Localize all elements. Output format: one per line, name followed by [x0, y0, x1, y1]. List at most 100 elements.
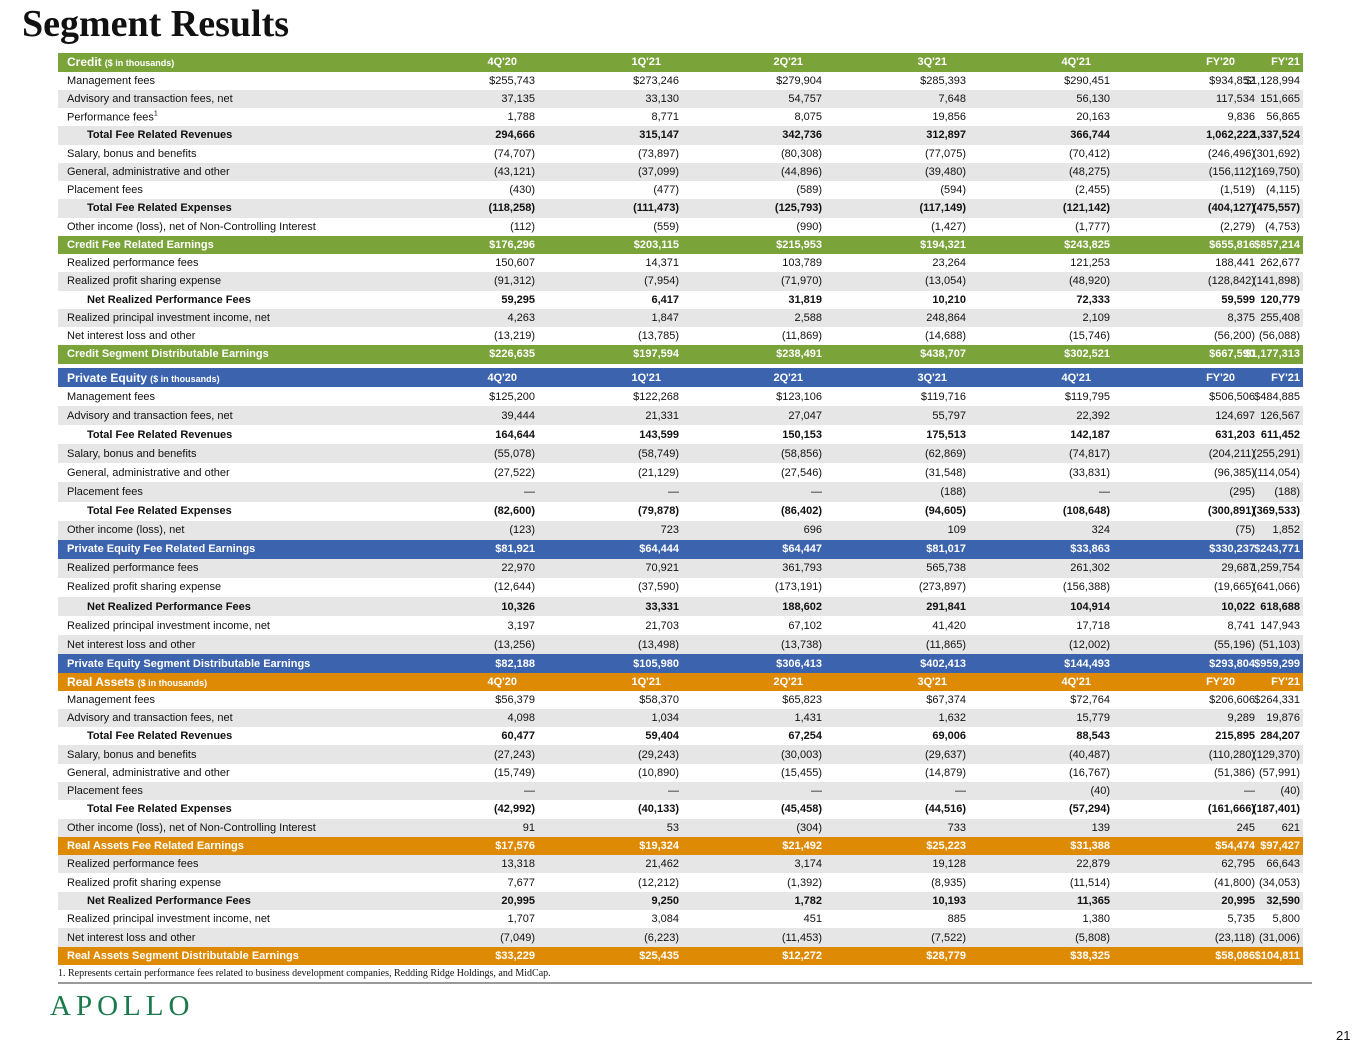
- cell-value: 21,331: [645, 409, 679, 422]
- cell-value: —: [524, 785, 535, 798]
- cell-value: 7,677: [507, 876, 535, 889]
- row-label: Salary, bonus and benefits: [67, 448, 196, 460]
- cell-value: (13,256): [494, 638, 535, 651]
- summary-row: Real Assets Segment Distributable Earnin…: [58, 946, 1303, 965]
- row-label: Net interest loss and other: [67, 932, 195, 944]
- cell-value: (29,243): [638, 748, 679, 761]
- table-row: Realized principal investment income, ne…: [58, 616, 1303, 635]
- cell-value: 56,130: [1076, 92, 1110, 105]
- row-label: Placement fees: [67, 486, 143, 498]
- column-header: FY'20: [1206, 675, 1235, 688]
- cell-value: 215,895: [1215, 730, 1255, 743]
- cell-value: (187,401): [1252, 803, 1300, 816]
- cell-value: 8,771: [651, 111, 679, 124]
- row-label-text: Other income (loss), net of Non-Controll…: [67, 821, 316, 834]
- cell-value: (477): [653, 184, 679, 197]
- table-row: Placement fees — — — — (40) — (40): [58, 781, 1303, 801]
- cell-value: (1,427): [931, 220, 966, 233]
- cell-value: 54,757: [788, 92, 822, 105]
- cell-value: 10,210: [932, 293, 966, 306]
- row-label: Management fees: [67, 75, 155, 87]
- row-label-text: Performance fees: [67, 111, 154, 124]
- summary-row: Private Equity Segment Distributable Ear…: [58, 654, 1303, 674]
- total-row: Net Realized Performance Fees 59,295 6,417…: [58, 291, 1303, 309]
- table-row: General, administrative and other (15,749…: [58, 764, 1303, 782]
- cell-value: 342,736: [782, 129, 822, 142]
- cell-value: (15,455): [781, 766, 822, 779]
- cell-value: (304): [796, 821, 822, 834]
- cell-value: 11,365: [1076, 894, 1110, 907]
- cell-value: (188): [940, 486, 966, 499]
- cell-value: $105,980: [633, 657, 679, 670]
- column-header: 4Q'20: [487, 371, 517, 384]
- table-row: Realized profit sharing expense 7,677 (12,…: [58, 873, 1303, 891]
- row-label: Realized principal investment income, ne…: [67, 913, 270, 925]
- cell-value: $17,576: [495, 840, 535, 853]
- cell-value: $215,953: [776, 238, 822, 251]
- cell-value: (45,458): [781, 803, 822, 816]
- table-row: Management fees $255,743 $273,246 $279,904 $…: [58, 72, 1303, 90]
- cell-value: $25,223: [926, 840, 966, 853]
- cell-value: 17,718: [1076, 619, 1110, 632]
- cell-value: 312,897: [926, 129, 966, 142]
- row-label: Other income (loss), net: [67, 524, 184, 536]
- cell-value: (114,054): [1253, 466, 1300, 479]
- column-header: 4Q'21: [1061, 56, 1091, 69]
- row-label-text: Realized principal investment income, ne…: [67, 619, 270, 632]
- row-label: Total Fee Related Revenues: [87, 129, 232, 141]
- cell-value: (80,308): [781, 147, 822, 160]
- cell-value: 104,914: [1070, 600, 1110, 613]
- row-label-text: Other income (loss), net of Non-Controll…: [67, 220, 316, 233]
- cell-value: 3,197: [507, 619, 535, 632]
- cell-value: (57,294): [1069, 803, 1110, 816]
- cell-value: (40,487): [1069, 748, 1110, 761]
- summary-row: Private Equity Fee Related Earnings $81,9…: [58, 539, 1303, 559]
- total-row: Total Fee Related Expenses (82,600) (79,87…: [58, 502, 1303, 521]
- cell-value: (58,749): [638, 447, 679, 460]
- cell-value: (12,212): [638, 876, 679, 889]
- cell-value: $21,492: [782, 840, 822, 853]
- cell-value: $506,506: [1209, 390, 1255, 403]
- row-label: Net interest loss and other: [67, 330, 195, 342]
- table-row: General, administrative and other (27,522…: [58, 463, 1303, 482]
- row-label: General, administrative and other: [67, 467, 230, 479]
- cell-value: (62,869): [925, 447, 966, 460]
- cell-value: (11,514): [1069, 876, 1110, 889]
- row-label-text: Placement fees: [67, 785, 143, 798]
- row-label-text: Credit Segment Distributable Earnings: [67, 348, 269, 361]
- total-row: Total Fee Related Revenues 60,477 59,404 67…: [58, 727, 1303, 745]
- row-label-text: Realized performance fees: [67, 858, 199, 871]
- cell-value: (129,370): [1252, 748, 1300, 761]
- cell-value: 147,943: [1260, 619, 1300, 632]
- section-name: Real Assets: [67, 674, 135, 689]
- table-row: Realized performance fees 150,607 14,371 10…: [58, 254, 1303, 272]
- row-label: Private Equity Fee Related Earnings: [67, 543, 255, 555]
- cell-value: (23,118): [1214, 931, 1255, 944]
- table-row: Performance fees1 1,788 8,771 8,075 19,856 20…: [58, 108, 1303, 126]
- row-label-text: Realized performance fees: [67, 257, 199, 270]
- row-label: Salary, bonus and benefits: [67, 749, 196, 761]
- total-row: Total Fee Related Expenses (118,258) (111,…: [58, 199, 1303, 218]
- row-label-text: Realized profit sharing expense: [67, 876, 222, 889]
- cell-value: 59,404: [645, 730, 679, 743]
- row-label-text: Real Assets Segment Distributable Earnin…: [67, 949, 299, 962]
- column-header: 1Q'21: [631, 56, 661, 69]
- row-label: Advisory and transaction fees, net: [67, 410, 233, 422]
- cell-value: 8,075: [794, 111, 822, 124]
- cell-value: (118,258): [488, 202, 535, 215]
- cell-value: 261,302: [1070, 562, 1110, 575]
- cell-value: 39,444: [501, 409, 535, 422]
- row-label: Realized performance fees: [67, 257, 198, 269]
- page-number: 21: [1336, 1028, 1351, 1043]
- cell-value: 1,852: [1272, 524, 1300, 537]
- cell-value: $285,393: [920, 74, 966, 87]
- cell-value: 27,047: [788, 409, 822, 422]
- row-label: Credit Fee Related Earnings: [67, 239, 214, 251]
- cell-value: (44,516): [925, 803, 966, 816]
- cell-value: (559): [653, 220, 679, 233]
- cell-value: 1,632: [938, 711, 966, 724]
- cell-value: (110,280): [1208, 748, 1255, 761]
- cell-value: $104,811: [1254, 949, 1300, 962]
- column-header: 4Q'20: [487, 675, 517, 688]
- cell-value: (111,473): [633, 202, 679, 215]
